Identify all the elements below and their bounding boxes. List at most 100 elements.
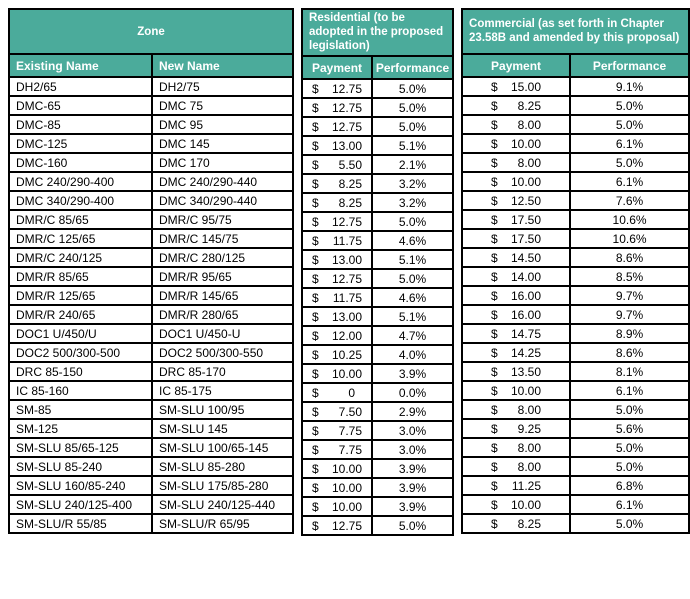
residential-payment-cell: $10.00 [301,363,374,385]
commercial-payment-cell: $16.00 [461,285,572,306]
residential-payment-cell: $11.75 [301,230,374,252]
table-row: $14.50 8.6% [461,247,690,268]
dollar-sign: $ [491,136,498,151]
dollar-sign: $ [491,326,498,341]
new-name-cell: DH2/75 [150,76,295,97]
accounting-amount: $11.25 [491,479,541,493]
residential-rows: $12.75 5.0% $12.75 5.0% $12.75 5.0% $13.00 5.1%… [301,78,455,537]
existing-name-cell: DMR/C 240/125 [8,247,153,268]
accounting-amount: $7.75 [312,424,362,438]
commercial-group-table: Commercial (as set forth in Chapter 23.5… [461,8,690,534]
commercial-payment-cell: $17.50 [461,209,572,230]
commercial-performance-cell: 8.5% [569,266,690,287]
existing-name-cell: DMC-160 [8,152,153,173]
existing-name-cell: SM-85 [8,399,153,420]
residential-payment-cell: $12.75 [301,515,374,537]
dollar-sign: $ [491,174,498,189]
residential-performance-cell: 3.9% [371,496,455,518]
table-row: DMR/R 85/65 DMR/R 95/65 [8,266,295,287]
residential-performance-cell: 5.1% [371,306,455,328]
new-name-cell: DMC 145 [150,133,295,154]
table-row: $7.75 3.0% [301,420,455,442]
new-name-cell: DMR/R 145/65 [150,285,295,306]
amount-value: 10.00 [511,383,542,398]
group-header-row: Commercial (as set forth in Chapter 23.5… [461,8,690,55]
table-row: $8.00 5.0% [461,114,690,135]
accounting-amount: $8.25 [312,196,362,210]
residential-performance-cell: 2.1% [371,154,455,176]
amount-value: 13.50 [511,364,542,379]
new-name-cell: DMC 95 [150,114,295,135]
existing-name-cell: SM-SLU 85/65-125 [8,437,153,458]
accounting-amount: $8.00 [491,156,541,170]
column-header-row: Payment Performance [461,53,690,78]
table-row: $10.25 4.0% [301,344,455,366]
accounting-amount: $13.00 [312,139,362,153]
accounting-amount: $12.75 [312,101,362,115]
amount-value: 8.00 [517,402,542,417]
existing-name-cell: DMC 340/290-400 [8,190,153,211]
accounting-amount: $12.75 [312,120,362,134]
commercial-payment-cell: $8.00 [461,114,572,135]
residential-payment-cell: $13.00 [301,306,374,328]
dollar-sign: $ [312,462,319,477]
residential-payment-cell: $12.75 [301,78,374,100]
residential-payment-cell: $12.75 [301,116,374,138]
amount-value: 8.25 [338,177,363,192]
table-row: $0 0.0% [301,382,455,404]
existing-name-cell: DMR/C 125/65 [8,228,153,249]
amount-value: 7.75 [338,443,363,458]
residential-performance-cell: 4.0% [371,344,455,366]
amount-value: 14.25 [511,345,542,360]
accounting-amount: $17.50 [491,232,541,246]
new-name-cell: DMC 75 [150,95,295,116]
table-row: DMR/R 125/65 DMR/R 145/65 [8,285,295,306]
dollar-sign: $ [491,193,498,208]
accounting-amount: $14.50 [491,251,541,265]
table-row: $8.25 5.0% [461,95,690,116]
dollar-sign: $ [312,386,319,401]
amount-value: 14.00 [511,269,542,284]
existing-name-cell: SM-SLU/R 55/85 [8,513,153,534]
dollar-sign: $ [312,196,319,211]
commercial-payment-cell: $10.00 [461,494,572,515]
table-row: DMR/R 240/65 DMR/R 280/65 [8,304,295,325]
dollar-sign: $ [312,405,319,420]
accounting-amount: $10.00 [312,462,362,476]
amount-value: 8.25 [338,196,363,211]
new-name-cell: SM-SLU 145 [150,418,295,439]
accounting-amount: $11.75 [312,234,362,248]
residential-performance-cell: 0.0% [371,382,455,404]
dollar-sign: $ [312,500,319,515]
accounting-amount: $8.00 [491,460,541,474]
table-row: $12.00 4.7% [301,325,455,347]
dollar-sign: $ [491,98,498,113]
commercial-rows: $15.00 9.1% $8.25 5.0% $8.00 5.0% $10.00 6.1% $8… [461,76,690,534]
residential-performance-cell: 3.9% [371,363,455,385]
table-row: $8.00 5.0% [461,456,690,477]
commercial-payment-cell: $12.50 [461,190,572,211]
existing-name-cell: DMR/R 240/65 [8,304,153,325]
residential-payment-cell: $8.25 [301,192,374,214]
table-row: DOC2 500/300-500 DOC2 500/300-550 [8,342,295,363]
existing-name-cell: DMC-125 [8,133,153,154]
residential-payment-cell: $12.75 [301,211,374,233]
table-row: $12.75 5.0% [301,515,455,537]
amount-value: 7.50 [338,405,363,420]
table-row: $10.00 6.1% [461,494,690,515]
accounting-amount: $8.00 [491,403,541,417]
residential-performance-cell: 3.9% [371,458,455,480]
table-row: $11.75 4.6% [301,287,455,309]
amount-value: 0 [348,386,356,401]
table-row: DRC 85-150 DRC 85-170 [8,361,295,382]
amount-value: 10.00 [331,462,363,477]
table-row: $17.50 10.6% [461,228,690,249]
commercial-performance-cell: 5.0% [569,152,690,173]
table-row: $8.25 5.0% [461,513,690,534]
existing-name-cell: SM-SLU 240/125-400 [8,494,153,515]
amount-value: 10.00 [511,497,542,512]
group-header-row: Zone [7,8,295,55]
commercial-performance-cell: 10.6% [569,209,690,230]
commercial-performance-cell: 5.6% [569,418,690,439]
table-row: DMR/C 125/65 DMR/C 145/75 [8,228,295,249]
